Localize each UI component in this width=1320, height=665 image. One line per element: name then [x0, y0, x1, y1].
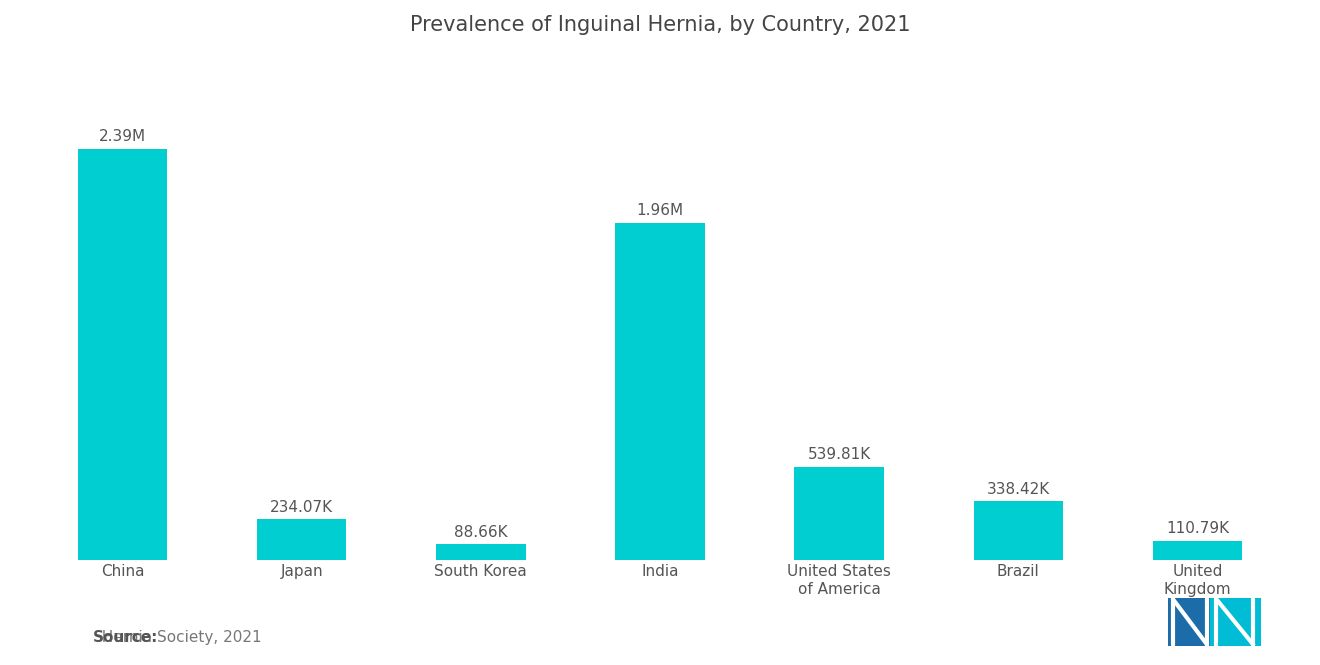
Text: Source:: Source: [92, 630, 158, 645]
Text: 110.79K: 110.79K [1166, 521, 1229, 536]
Bar [257, 519, 346, 559]
Text: 1.96M: 1.96M [636, 203, 684, 218]
Bar [78, 149, 168, 559]
Text: 88.66K: 88.66K [454, 525, 508, 539]
Bar [1152, 541, 1242, 559]
Bar [1168, 598, 1210, 646]
Title: Prevalence of Inguinal Hernia, by Country, 2021: Prevalence of Inguinal Hernia, by Countr… [409, 15, 911, 35]
Bar [974, 501, 1063, 559]
Bar [615, 223, 705, 559]
Text: Hernia Society, 2021: Hernia Society, 2021 [92, 630, 263, 645]
Text: 539.81K: 539.81K [808, 447, 871, 462]
Text: 234.07K: 234.07K [271, 499, 333, 515]
Bar [795, 467, 884, 559]
Text: 338.42K: 338.42K [987, 481, 1049, 497]
Bar [1210, 598, 1261, 646]
Text: 2.39M: 2.39M [99, 129, 147, 144]
Bar [436, 545, 525, 559]
